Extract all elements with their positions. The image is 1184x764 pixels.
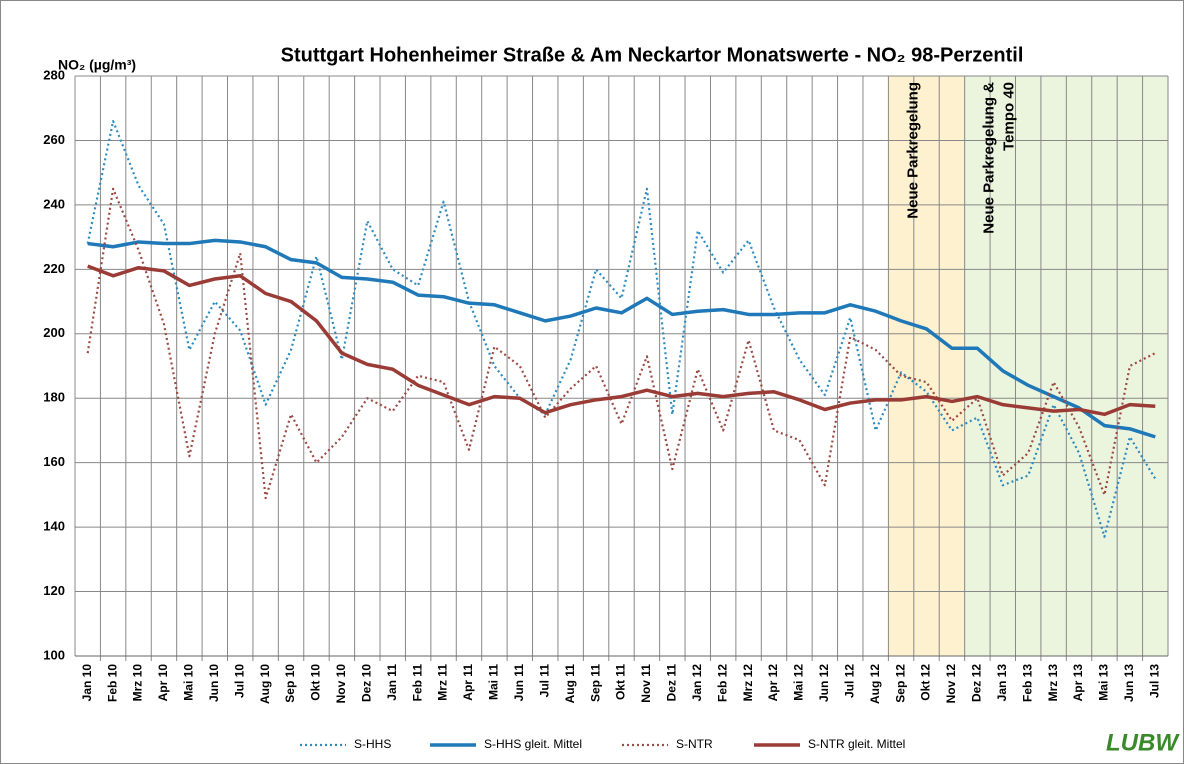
x-tick-label: Dez 12 bbox=[970, 664, 984, 702]
legend-label: S-HHS bbox=[354, 737, 391, 751]
series-line bbox=[87, 238, 1156, 439]
y-tick-label: 200 bbox=[43, 325, 65, 340]
x-tick-label: Okt 10 bbox=[309, 664, 323, 701]
x-tick-label: Aug 12 bbox=[868, 664, 882, 704]
x-tick-label: Mrz 12 bbox=[741, 664, 755, 702]
region-label: Neue Parkregelung & bbox=[981, 82, 998, 234]
y-tick-label: 260 bbox=[43, 132, 65, 147]
x-tick-label: Nov 12 bbox=[944, 664, 958, 704]
x-tick-label: Feb 11 bbox=[410, 664, 424, 702]
x-tick-label: Jun 12 bbox=[817, 664, 831, 702]
series-line bbox=[86, 120, 1157, 538]
x-tick-label: Feb 12 bbox=[715, 664, 729, 702]
y-tick-label: 100 bbox=[43, 647, 65, 662]
x-tick-label: Jan 12 bbox=[690, 664, 704, 702]
y-tick-label: 160 bbox=[43, 454, 65, 469]
x-tick-label: Mrz 13 bbox=[1046, 664, 1060, 702]
legend-label: S-NTR gleit. Mittel bbox=[808, 737, 905, 751]
legend-label: S-NTR bbox=[676, 737, 713, 751]
series-line bbox=[86, 187, 1156, 500]
x-tick-label: Mrz 10 bbox=[131, 664, 145, 702]
x-tick-label: Mai 10 bbox=[182, 664, 196, 701]
y-tick-label: 220 bbox=[43, 261, 65, 276]
region-label: Neue Parkregelung bbox=[904, 82, 921, 219]
x-tick-label: Jul 10 bbox=[232, 664, 246, 698]
x-tick-label: Feb 10 bbox=[105, 664, 119, 702]
y-tick-label: 240 bbox=[43, 196, 65, 211]
x-tick-label: Aug 11 bbox=[563, 664, 577, 704]
x-tick-label: Sep 10 bbox=[283, 664, 297, 703]
x-tick-label: Jan 13 bbox=[995, 664, 1009, 702]
x-tick-label: Apr 12 bbox=[766, 664, 780, 702]
x-tick-label: Jun 11 bbox=[512, 664, 526, 702]
x-tick-label: Jul 12 bbox=[842, 664, 856, 698]
y-tick-label: 180 bbox=[43, 390, 65, 405]
x-tick-label: Jan 11 bbox=[385, 664, 399, 701]
x-tick-label: Okt 12 bbox=[919, 664, 933, 701]
x-tick-label: Aug 10 bbox=[258, 664, 272, 704]
x-tick-label: Jun 13 bbox=[1122, 664, 1136, 702]
y-tick-label: 280 bbox=[43, 67, 65, 82]
x-tick-label: Jul 13 bbox=[1147, 664, 1161, 698]
x-tick-label: Nov 10 bbox=[334, 664, 348, 704]
x-tick-label: Jul 11 bbox=[537, 664, 551, 698]
y-axis-label: NO₂ (µg/m³) bbox=[58, 57, 136, 73]
x-tick-label: Nov 11 bbox=[639, 664, 653, 703]
x-tick-label: Okt 11 bbox=[614, 664, 628, 700]
legend-label: S-HHS gleit. Mittel bbox=[484, 737, 582, 751]
x-tick-label: Feb 13 bbox=[1020, 664, 1034, 702]
x-tick-label: Mai 12 bbox=[792, 664, 806, 701]
logo: LUBW bbox=[1106, 729, 1180, 756]
x-tick-label: Mai 11 bbox=[487, 664, 501, 700]
x-tick-label: Sep 11 bbox=[588, 664, 602, 702]
x-tick-label: Dez 11 bbox=[665, 664, 679, 702]
x-tick-label: Apr 11 bbox=[461, 664, 475, 701]
x-tick-label: Apr 13 bbox=[1071, 664, 1085, 702]
x-tick-label: Apr 10 bbox=[156, 664, 170, 702]
x-tick-label: Mai 13 bbox=[1097, 664, 1111, 701]
x-tick-label: Jan 10 bbox=[80, 664, 94, 702]
y-tick-label: 120 bbox=[43, 583, 65, 598]
x-tick-label: Jun 10 bbox=[207, 664, 221, 702]
region bbox=[888, 76, 965, 656]
y-tick-label: 140 bbox=[43, 519, 65, 534]
series-line bbox=[87, 264, 1156, 417]
x-tick-label: Sep 12 bbox=[893, 664, 907, 703]
x-tick-label: Mrz 11 bbox=[436, 664, 450, 701]
x-tick-label: Dez 10 bbox=[359, 664, 373, 702]
region-label: Tempo 40 bbox=[1001, 82, 1018, 151]
chart-title: Stuttgart Hohenheimer Straße & Am Neckar… bbox=[281, 44, 1024, 66]
